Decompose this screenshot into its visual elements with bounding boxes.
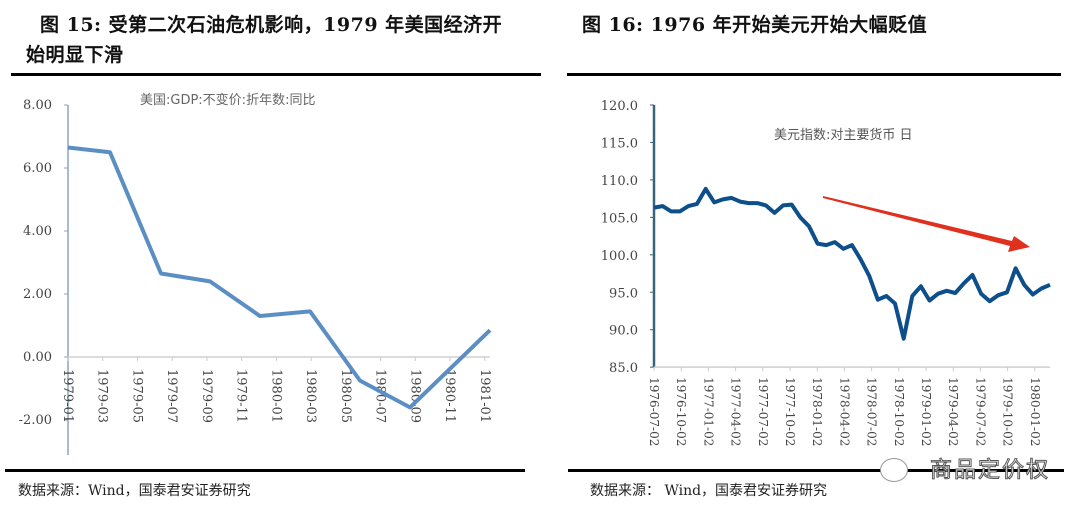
svg-text:90.0: 90.0 [609, 324, 638, 339]
svg-text:1978-01-02: 1978-01-02 [810, 377, 824, 446]
svg-text:1976-07-02: 1976-07-02 [647, 377, 661, 446]
svg-text:1980-01: 1980-01 [268, 369, 283, 423]
figure-16-title: 图 16: 1976 年开始美元开始大幅贬值 [582, 14, 928, 36]
svg-text:1980-05: 1980-05 [338, 369, 353, 423]
svg-text:8.00: 8.00 [23, 98, 52, 113]
svg-text:1977-01-02: 1977-01-02 [701, 377, 715, 446]
svg-text:110.0: 110.0 [601, 174, 638, 189]
svg-text:85.0: 85.0 [609, 361, 638, 376]
svg-text:1981-01: 1981-01 [477, 369, 492, 423]
y-axis: 8.00 6.00 4.00 2.00 0.00 -2.00 [19, 98, 69, 455]
svg-text:95.0: 95.0 [609, 286, 638, 301]
usd-index-line [653, 186, 1051, 341]
svg-text:1980-01-02: 1980-01-02 [1028, 377, 1042, 446]
chart-legend: 美国:GDP:不变价:折年数:同比 [140, 92, 315, 108]
svg-text:4.00: 4.00 [23, 224, 52, 239]
x-axis: 1979-01 1979-03 1979-05 1979-07 1979-09 1979-… [60, 356, 492, 423]
svg-text:120.0: 120.0 [601, 99, 638, 114]
svg-text:115.0: 115.0 [601, 136, 638, 151]
figure-15-chart: 8.00 6.00 4.00 2.00 0.00 -2.00 1979-01 1979-03… [19, 92, 492, 455]
figure-15-title-line2: 始明显下滑 [26, 44, 124, 66]
svg-text:1979-01-02: 1979-01-02 [919, 377, 933, 446]
svg-text:-2.00: -2.00 [19, 413, 52, 428]
svg-text:1980-03: 1980-03 [303, 369, 318, 423]
svg-text:1978-07-02: 1978-07-02 [865, 377, 879, 446]
svg-text:1978-10-02: 1978-10-02 [892, 377, 906, 446]
figure-16-bottom-rule [568, 469, 1064, 472]
svg-text:1977-04-02: 1977-04-02 [729, 377, 743, 446]
svg-text:1979-09: 1979-09 [199, 369, 214, 423]
wechat-icon [880, 458, 908, 482]
figure-16-chart: 120.0 115.0 110.0 105.0 100.0 95.0 90.0 85.0 19… [601, 99, 1051, 446]
svg-text:105.0: 105.0 [601, 211, 638, 226]
svg-text:2.00: 2.00 [23, 287, 52, 302]
figure-16-source: 数据来源： Wind，国泰君安证券研究 [590, 483, 828, 499]
figure-15-top-rule [11, 73, 541, 76]
figure-15-source: 数据来源：Wind，国泰君安证券研究 [18, 483, 251, 499]
svg-text:1979-03: 1979-03 [95, 369, 110, 423]
svg-text:0.00: 0.00 [23, 350, 52, 365]
left-panel-bottom-rule [5, 469, 525, 472]
svg-text:1979-05: 1979-05 [129, 369, 144, 423]
svg-text:1978-04-02: 1978-04-02 [837, 377, 851, 446]
y-axis: 120.0 115.0 110.0 105.0 100.0 95.0 90.0 85.0 [601, 99, 656, 376]
watermark-text: 商品定价权 [929, 458, 1051, 484]
svg-text:1980-11: 1980-11 [442, 369, 457, 423]
svg-text:1980-07: 1980-07 [373, 369, 388, 423]
svg-text:100.0: 100.0 [601, 249, 638, 264]
svg-text:1979-07: 1979-07 [164, 369, 179, 423]
svg-text:1979-11: 1979-11 [234, 369, 249, 423]
svg-text:1979-10-02: 1979-10-02 [1001, 377, 1015, 446]
svg-text:1979-07-02: 1979-07-02 [973, 377, 987, 446]
figure-16-top-rule [567, 73, 1061, 76]
figure-15-title-line1: 图 15: 受第二次石油危机影响，1979 年美国经济开 [40, 14, 503, 36]
trend-arrow-icon [823, 196, 1030, 252]
svg-text:1976-10-02: 1976-10-02 [674, 377, 688, 446]
svg-text:1977-10-02: 1977-10-02 [783, 377, 797, 446]
svg-text:1977-07-02: 1977-07-02 [756, 377, 770, 446]
svg-text:1979-01: 1979-01 [60, 369, 75, 423]
gdp-growth-line [67, 145, 492, 410]
chart-legend: 美元指数:对主要货币 日 [774, 127, 913, 143]
x-axis: 1976-07-02 1976-10-02 1977-01-02 1977-04-02… [647, 366, 1050, 446]
svg-text:1979-04-02: 1979-04-02 [946, 377, 960, 446]
svg-text:1980-09: 1980-09 [407, 369, 422, 423]
svg-text:6.00: 6.00 [23, 161, 52, 176]
